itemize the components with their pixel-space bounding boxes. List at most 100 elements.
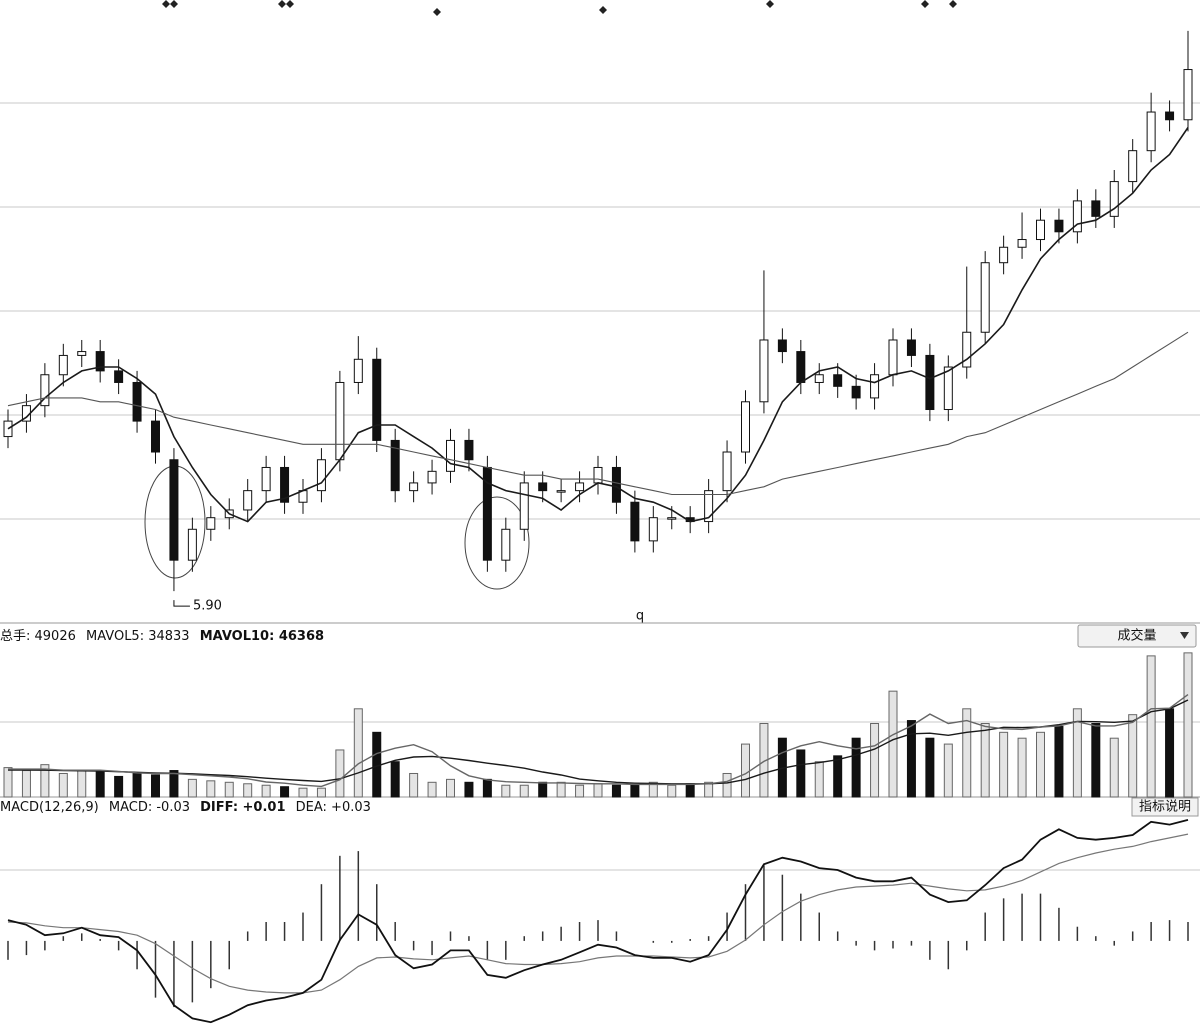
candle-body (3, 420, 13, 438)
volume-bar (409, 772, 419, 798)
candle-body (77, 351, 87, 356)
candle-body (1183, 69, 1193, 121)
help-label[interactable]: 指标说明 (1139, 800, 1191, 815)
volume-bar (58, 772, 68, 798)
volume-bar (851, 737, 861, 798)
candle-body (280, 466, 290, 503)
volume-bar (390, 761, 400, 798)
mavol10: MAVOL10: 46368 (200, 629, 324, 644)
event-marker[interactable] (433, 8, 441, 16)
volume-bar (519, 784, 529, 798)
help-button[interactable] (1131, 797, 1199, 817)
volume-bar (187, 778, 197, 798)
candle-body (759, 339, 769, 403)
volume-bar (999, 731, 1009, 798)
volume-bar (980, 723, 990, 798)
event-marker[interactable] (766, 0, 774, 8)
note: q (636, 609, 644, 624)
event-markers (162, 0, 957, 16)
candle-body (851, 385, 861, 399)
volume-bar (1036, 731, 1045, 798)
macd-params: MACD(12,26,9) (0, 800, 99, 815)
candle-body (611, 466, 621, 503)
candle-body (1128, 150, 1138, 183)
volume-bar (943, 743, 953, 798)
volume-bar (1183, 652, 1193, 798)
volume-bar (538, 781, 548, 798)
volume-bar (888, 690, 898, 798)
dea-line (7, 833, 1189, 994)
volume-bar (1165, 708, 1175, 798)
volume-bar (316, 787, 326, 798)
candle-body (741, 401, 750, 453)
low-label: 5.90 (193, 599, 222, 614)
candle-body (1072, 200, 1082, 233)
moving-average (7, 127, 1189, 523)
volume-bar (114, 775, 124, 798)
candle-body (556, 490, 566, 493)
candle-body (1165, 111, 1175, 121)
volume-bar (482, 778, 492, 798)
candle-body (999, 246, 1009, 264)
volume-bar (427, 781, 437, 798)
candle-body (372, 358, 382, 441)
macd-value: MACD: -0.03 (109, 800, 190, 815)
candle-body (427, 470, 437, 484)
candle-body (538, 482, 548, 492)
candle-body (151, 420, 160, 453)
candle-body (1109, 181, 1119, 217)
candle-body (943, 366, 953, 411)
volume-bar (1072, 708, 1082, 798)
candle-body (833, 374, 843, 387)
candle-body (722, 451, 732, 492)
candle-body (446, 439, 455, 472)
volume-bar (21, 770, 31, 798)
macd-header: MACD(12,26,9) MACD: -0.03 DIFF: +0.01 DE… (0, 800, 371, 815)
candle-body (575, 482, 585, 492)
candle-body (335, 381, 345, 461)
candle-body (870, 374, 880, 399)
candle-body (667, 517, 677, 520)
volume-bar (353, 708, 363, 798)
volume-bar (648, 781, 658, 798)
candle-body (464, 439, 474, 461)
volume-bar (722, 772, 732, 798)
event-marker[interactable] (921, 0, 957, 8)
candle-body (519, 482, 529, 530)
selector-box[interactable] (1077, 624, 1197, 648)
volume-bar (132, 772, 142, 798)
candle-body (906, 339, 916, 356)
volume-bar (796, 749, 806, 798)
event-marker[interactable] (162, 0, 178, 8)
candle-body (206, 517, 216, 530)
volume-bar (962, 708, 972, 798)
event-marker[interactable] (278, 0, 294, 8)
volume-bar (685, 783, 695, 798)
dropdown-arrow[interactable] (1180, 632, 1189, 639)
candle-body (1091, 200, 1101, 217)
selector-label[interactable]: 成交量 (1117, 628, 1156, 644)
candle-body (169, 459, 179, 561)
volume-bar (243, 783, 253, 798)
event-marker[interactable] (599, 6, 607, 14)
volume-bar (833, 755, 843, 798)
volume-bar (501, 784, 511, 798)
volume-bar (261, 784, 271, 798)
volume-bar (40, 764, 50, 798)
moving-average (7, 331, 1189, 496)
volume-total: 总手: 49026 (0, 629, 76, 644)
indicator-selector[interactable]: 成交量 (1077, 624, 1197, 648)
diff-value: DIFF: +0.01 (200, 800, 285, 815)
candle-body (1146, 111, 1156, 152)
volume-bar (1017, 737, 1027, 798)
indicator-help[interactable]: 指标说明 (1131, 797, 1199, 817)
volume-bar (704, 781, 714, 798)
volume-bar (169, 770, 179, 798)
candle-body (316, 459, 326, 492)
candle-body (132, 381, 142, 422)
volume-bar (280, 786, 290, 798)
volume-bar (95, 771, 105, 798)
candle-body (925, 354, 935, 411)
volume-bar (224, 781, 234, 798)
